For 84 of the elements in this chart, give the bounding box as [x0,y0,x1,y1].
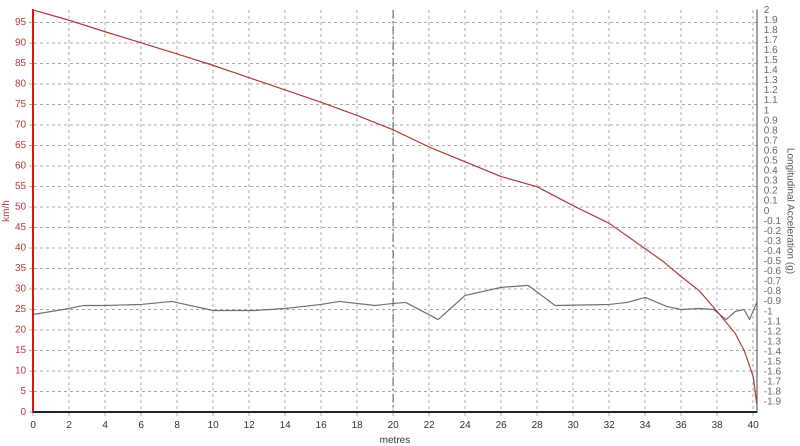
y-tick-label: 20 [15,324,27,336]
y2-tick-label: -1 [764,306,774,318]
y2-tick-label: 1.3 [764,75,778,86]
y-tick-label: 70 [15,120,27,131]
y2-tick-label: 0.6 [764,145,778,156]
y-tick-label: 30 [15,284,27,295]
y2-tick-label: 0.8 [764,125,778,136]
y2-tick-label: 1.5 [764,55,778,66]
y-tick-label: 65 [15,140,27,152]
y-tick-label: 75 [15,99,27,110]
y2-tick-label: -0.4 [764,246,782,257]
x-tick-label: 34 [640,420,652,431]
x-tick-label: 20 [388,420,400,431]
y2-tick-label: -0.9 [764,296,782,308]
y2-tick-label: 1.9 [764,14,778,26]
y2-tick-label: -0.3 [764,236,782,247]
y2-tick-label: 1.1 [764,95,778,106]
y2-tick-label: -1.5 [764,356,782,368]
y2-tick-label: -1.4 [764,346,782,358]
y-tick-label: 40 [15,242,27,254]
y-tick-label: 15 [15,345,27,356]
y-tick-label: 5 [20,386,27,398]
y-tick-label: 45 [15,222,27,234]
y2-tick-label: 1.4 [764,65,778,76]
y2-tick-label: 1.6 [764,44,778,56]
x-tick-label: 0 [30,420,36,431]
y2-tick-label: -1.1 [764,316,782,328]
y2-tick-label: 2 [764,4,770,16]
y-tick-label: 85 [15,58,27,70]
y2-tick-label: -1.9 [764,396,782,408]
y-tick-label: 25 [15,304,27,316]
y2-tick-label: 0.9 [764,115,778,126]
y2-tick-label: 1.7 [764,34,778,46]
y2-tick-label: -0.7 [764,276,782,288]
y2-tick-label: -0.1 [764,216,782,227]
y2-tick-label: -1.7 [764,376,782,388]
y2-tick-label: -0.2 [764,226,782,237]
x-tick-label: 38 [712,420,724,431]
y2-tick-label: 0.1 [764,196,778,207]
y-tick-label: 80 [15,78,27,90]
y2-tick-label: -1.3 [764,336,782,348]
y-tick-label: 55 [15,181,27,192]
y-tick-label: 60 [15,160,27,172]
x-tick-label: 16 [316,420,328,431]
x-tick-label: 36 [676,420,688,431]
y2-tick-label: 0.2 [764,186,778,197]
y2-tick-label: 0 [764,206,770,217]
x-tick-label: 2 [66,420,72,431]
y-tick-label: 50 [15,202,27,213]
y2-tick-label: -1.8 [764,386,782,398]
y2-tick-label: 1.2 [764,85,778,96]
x-tick-label: 8 [174,420,180,431]
y2-tick-label: 0.3 [764,176,778,187]
x-axis-title: metres [380,434,410,446]
x-tick-label: 18 [352,420,364,431]
y-tick-label: 35 [15,263,27,274]
x-tick-label: 30 [568,420,580,431]
y-axis-title: km/h [0,200,12,222]
x-tick-label: 6 [138,420,144,431]
y-tick-label: 0 [20,406,27,418]
y-tick-label: 95 [15,17,27,28]
y2-tick-label: -1.2 [764,326,782,338]
y2-tick-label: -0.5 [764,256,782,267]
x-tick-label: 28 [532,420,544,431]
y2-tick-label: 0.7 [764,135,778,146]
y2-tick-label: 1.8 [764,24,778,36]
y2-axis-title: Longitudinal Acceleration (g) [784,148,796,274]
x-tick-label: 24 [460,420,472,431]
x-tick-label: 10 [208,420,220,431]
x-tick-label: 12 [244,420,256,431]
x-tick-label: 4 [102,420,108,431]
y-tick-label: 10 [15,366,27,377]
y2-tick-label: -1.6 [764,366,782,378]
x-tick-label: 32 [604,420,616,431]
y2-tick-label: 0.4 [764,166,778,177]
y2-tick-label: -0.8 [764,286,782,298]
y2-tick-label: -0.6 [764,266,782,278]
y2-tick-label: 0.5 [764,156,778,166]
x-tick-label: 26 [496,420,508,431]
y-tick-label: 90 [15,38,27,49]
y2-tick-label: 1 [764,105,770,116]
x-tick-label: 22 [424,420,436,431]
x-tick-label: 40 [748,420,760,431]
x-tick-label: 14 [280,420,292,431]
